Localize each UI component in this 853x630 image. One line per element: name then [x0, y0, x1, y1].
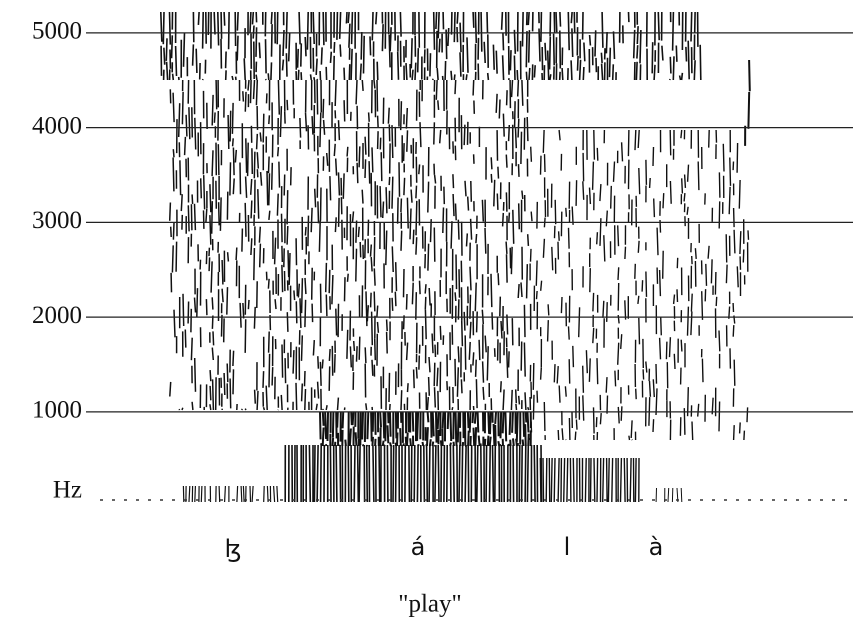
spectrogram-texture [319, 411, 532, 447]
y-axis-label: Hz [53, 477, 82, 504]
spectrogram-texture [539, 457, 640, 503]
spectrogram-texture [160, 11, 702, 81]
y-tick-label: 4000 [32, 112, 82, 139]
spectrogram-texture [168, 79, 532, 411]
segment-label: ɮ [225, 535, 242, 563]
spectrogram [160, 11, 751, 503]
spectrogram-texture [744, 59, 751, 146]
segment-label: à [649, 533, 664, 561]
y-tick-label: 2000 [32, 302, 82, 329]
segment-label: l [564, 533, 571, 561]
y-tick-label: 3000 [32, 207, 82, 234]
y-tick-label: 1000 [32, 397, 82, 424]
spectrogram-texture [655, 487, 683, 503]
spectrogram-texture [284, 444, 543, 503]
spectrogram-texture [529, 129, 750, 441]
caption: "play" [398, 591, 461, 618]
y-tick-label: 5000 [32, 18, 82, 45]
spectrogram-texture [182, 485, 279, 503]
segment-label: á [411, 533, 426, 561]
